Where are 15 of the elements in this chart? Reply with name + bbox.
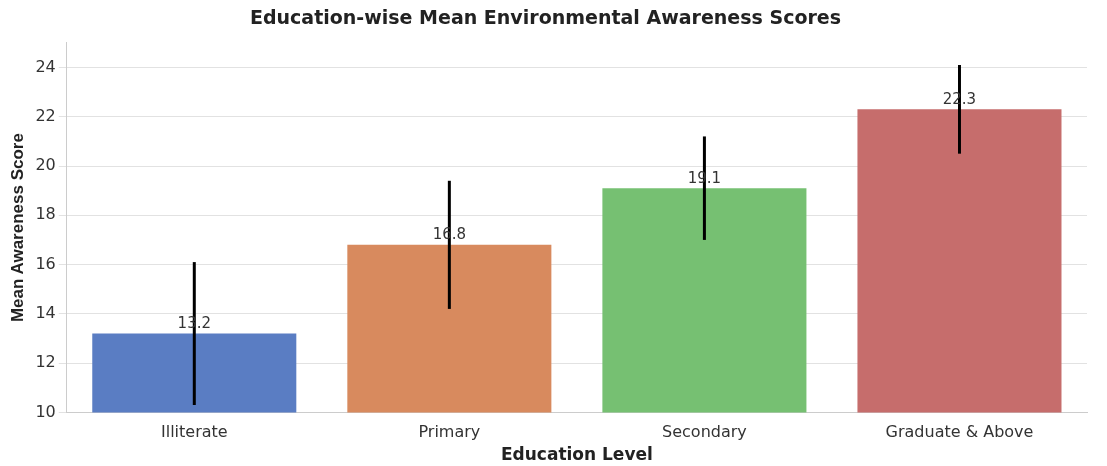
x-tick-label: Graduate & Above	[885, 422, 1034, 442]
x-tick-label: Secondary	[662, 422, 747, 442]
y-tick-label: 24	[35, 56, 56, 76]
y-tick-label: 14	[35, 303, 56, 322]
x-tick-label: Primary	[418, 422, 481, 442]
y-axis-title: Mean Awareness Score	[7, 133, 27, 323]
y-tick-label: 20	[35, 155, 56, 175]
y-tick-label: 22	[35, 105, 56, 125]
x-axis-title: Education Level	[500, 444, 653, 465]
y-tick-label: 12	[35, 352, 56, 372]
y-tick-label: 16	[35, 253, 56, 273]
x-tick-label: Illiterate	[160, 422, 228, 442]
y-tick-label: 10	[35, 401, 56, 421]
y-tick-label: 18	[35, 204, 56, 224]
chart-title: Education-wise Mean Environmental Awareness Scores	[249, 6, 842, 29]
